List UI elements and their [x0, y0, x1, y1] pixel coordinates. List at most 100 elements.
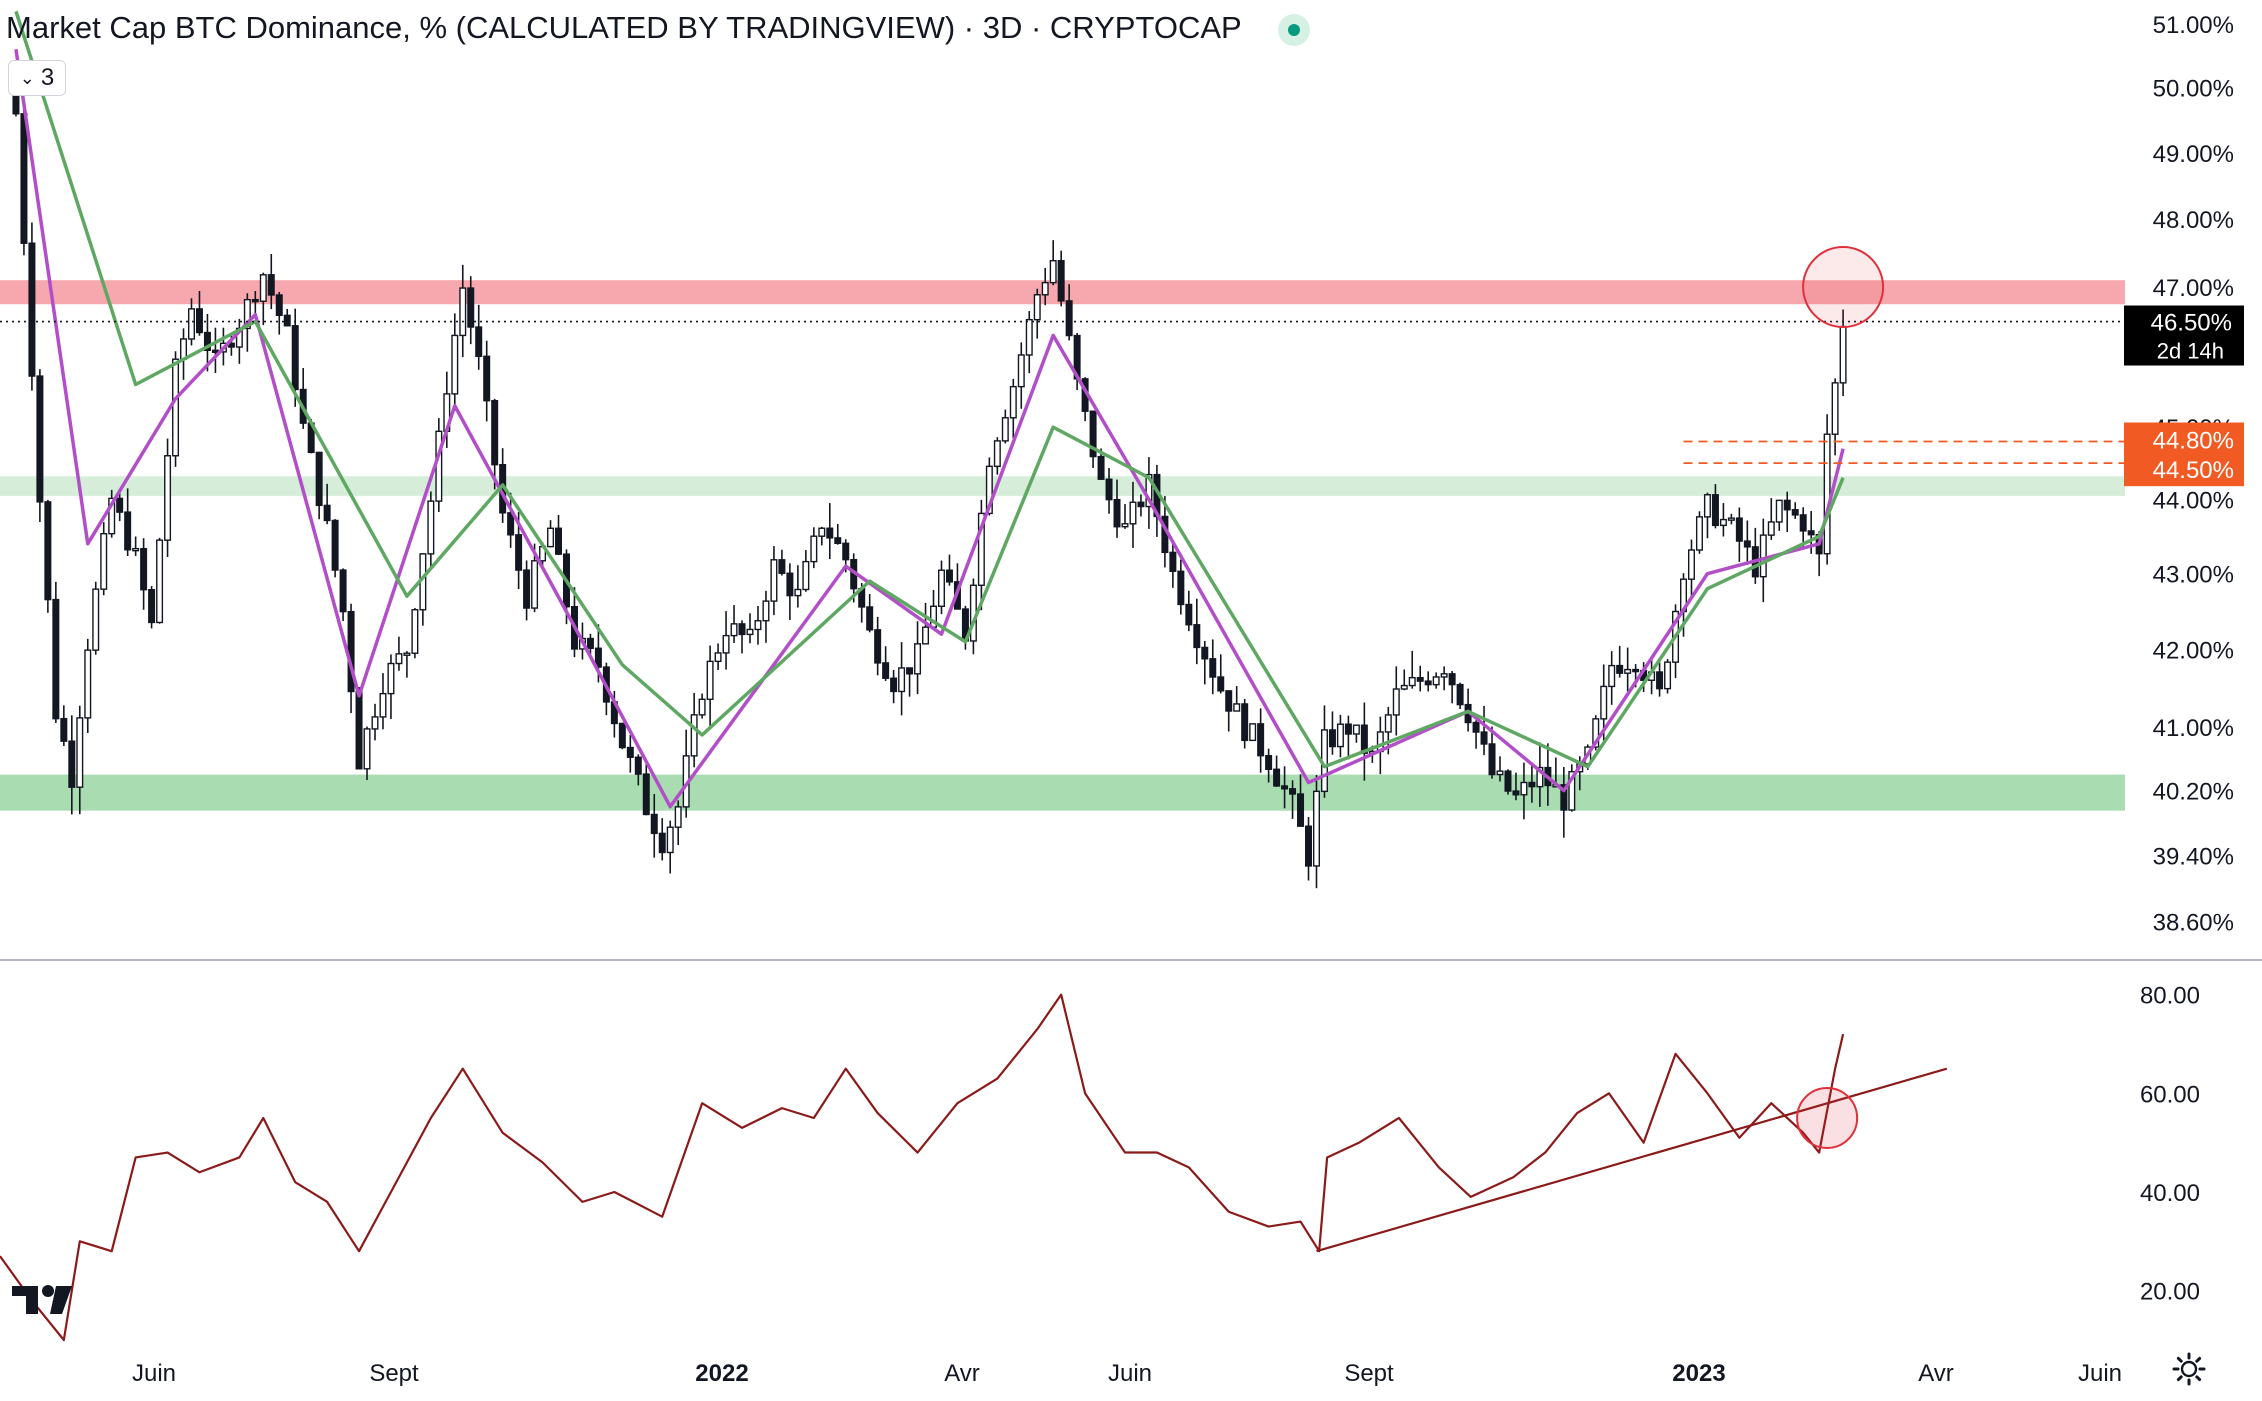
candle: [1057, 250, 1065, 307]
candle: [451, 313, 459, 411]
candle: [1719, 503, 1727, 537]
candle: [547, 520, 555, 548]
candle: [68, 715, 76, 815]
level-badge[interactable]: 44.80%: [2124, 422, 2244, 457]
candle: [315, 451, 323, 520]
candle: [1408, 650, 1416, 689]
candle: [1017, 342, 1025, 409]
rsi-highlight-circle[interactable]: [1796, 1087, 1859, 1149]
rsi-line[interactable]: [0, 993, 1845, 1342]
candle: [1241, 698, 1249, 749]
candle: [28, 222, 36, 391]
candle: [1177, 559, 1185, 615]
candle: [1281, 766, 1289, 809]
rsi-tick-label: 60.00: [2140, 1081, 2200, 1108]
price-axis[interactable]: 51.00%50.00%49.00%48.00%47.00%45.00%44.0…: [2124, 12, 2244, 937]
candle: [1193, 598, 1201, 665]
candle: [100, 522, 108, 596]
rsi-trendline[interactable]: [1316, 1067, 1948, 1253]
annotation-layer: [0, 246, 2125, 465]
time-axis[interactable]: Juin Sept 2022 Avr Juin Sept 2023 Avr Juin: [132, 1360, 2122, 1387]
last-price-badge[interactable]: 46.50%2d 14h: [2124, 305, 2244, 366]
time-axis-label: Sept: [369, 1360, 419, 1387]
candle: [140, 538, 148, 610]
candle: [794, 565, 802, 608]
candle: [1608, 651, 1616, 705]
candle: [1695, 511, 1703, 554]
candle: [507, 492, 515, 548]
rsi-tick-label: 40.00: [2140, 1180, 2200, 1207]
candle: [363, 726, 371, 781]
candle: [1496, 756, 1504, 782]
candle: [475, 304, 483, 370]
level-badge[interactable]: 44.50%: [2124, 452, 2244, 487]
candle: [826, 503, 834, 560]
candle: [1424, 671, 1432, 692]
candle: [483, 340, 491, 422]
market-status-icon[interactable]: [1278, 14, 1310, 46]
price-tick-label: 49.00%: [2153, 141, 2234, 168]
candle: [60, 705, 68, 747]
highlight-circle[interactable]: [1802, 246, 1885, 329]
settings-gear-icon[interactable]: [2172, 1352, 2206, 1386]
chevron-down-icon: ⌄: [19, 67, 35, 88]
candle: [1799, 507, 1807, 548]
candle: [714, 643, 722, 671]
candle: [1233, 686, 1241, 712]
chart-title: Market Cap BTC Dominance, % (CALCULATED …: [6, 10, 1242, 45]
candle: [523, 560, 531, 621]
support-zone[interactable]: [0, 774, 2125, 811]
candle: [810, 527, 818, 569]
candle: [44, 499, 52, 613]
candle: [36, 369, 44, 522]
candle: [1129, 481, 1137, 548]
candle: [1185, 590, 1193, 632]
candle: [411, 607, 419, 659]
candle: [1312, 775, 1320, 889]
candle: [1265, 748, 1273, 783]
price-tick-label: 44.00%: [2153, 488, 2234, 515]
candle: [786, 563, 794, 621]
candle: [355, 687, 363, 770]
price-tick-label: 42.00%: [2153, 637, 2234, 664]
candle: [914, 621, 922, 695]
candle: [172, 351, 180, 467]
candle: [251, 291, 259, 316]
interval-value: 3: [40, 64, 55, 91]
tradingview-logo: [12, 1285, 72, 1314]
rsi-tick-label: 80.00: [2140, 983, 2200, 1010]
candle: [1033, 288, 1041, 339]
candle: [1153, 464, 1161, 537]
candle: [945, 554, 953, 586]
candle: [1400, 669, 1408, 691]
candle: [148, 586, 156, 629]
candle: [1001, 409, 1009, 444]
candle: [682, 729, 690, 818]
candle: [555, 515, 563, 556]
candle: [906, 667, 914, 697]
support-zone[interactable]: [0, 476, 2125, 496]
candle: [977, 499, 985, 611]
candle: [1049, 240, 1057, 286]
interval-selector[interactable]: ⌄ 3: [8, 60, 66, 96]
candle: [203, 313, 211, 372]
time-axis-label: Juin: [2078, 1360, 2122, 1387]
bar-countdown-label: 2d 14h: [2157, 339, 2224, 364]
ma-fast-line[interactable]: [14, 49, 1845, 809]
candle: [164, 438, 172, 557]
candle: [124, 488, 132, 557]
candle: [259, 272, 267, 326]
candle: [1113, 479, 1121, 538]
candle: [339, 568, 347, 622]
price-tick-label: 40.20%: [2153, 779, 2234, 806]
candle: [1360, 702, 1368, 781]
candle: [1727, 513, 1735, 525]
candle: [642, 763, 650, 816]
rsi-pane: [0, 993, 1948, 1342]
candle: [626, 734, 634, 773]
last-price-label: 46.50%: [2151, 310, 2232, 337]
ma-slow-line[interactable]: [14, 10, 1845, 769]
candle: [467, 276, 475, 345]
candle: [323, 483, 331, 525]
